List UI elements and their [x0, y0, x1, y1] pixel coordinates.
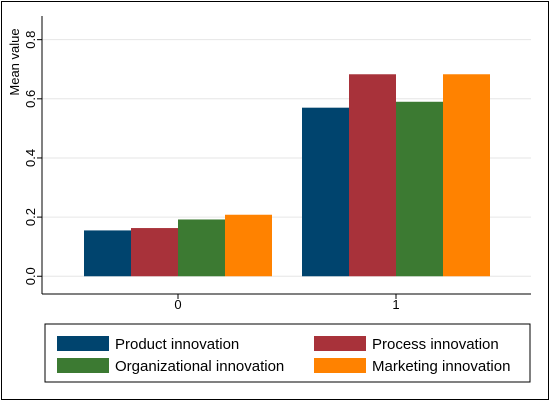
bar [178, 219, 225, 277]
bar [302, 107, 349, 277]
y-tick-label: 0.2 [23, 208, 38, 226]
x-tick-label: 1 [392, 297, 399, 312]
legend-label: Product innovation [115, 336, 239, 353]
legend-swatch [314, 358, 366, 373]
y-tick-label: 0.6 [23, 90, 38, 108]
legend-label: Organizational innovation [115, 358, 284, 375]
bar [225, 214, 272, 277]
legend: Product innovation Process innovation Orga… [44, 323, 531, 383]
bar [131, 228, 178, 277]
bars [84, 74, 490, 277]
legend-swatch [314, 336, 366, 351]
legend-label: Process innovation [372, 336, 499, 353]
legend-swatch [57, 336, 109, 351]
y-tick-label: 0.0 [23, 267, 38, 285]
bar [84, 230, 131, 277]
axes [41, 16, 531, 295]
bar [443, 74, 490, 277]
y-ticks: 0.0 0.2 0.4 0.6 0.8 [23, 31, 42, 285]
y-axis-title: Mean value [7, 28, 22, 95]
bar [396, 101, 443, 277]
legend-label: Marketing innovation [372, 358, 510, 375]
y-tick-label: 0.8 [23, 31, 38, 49]
y-tick-label: 0.4 [23, 149, 38, 167]
legend-frame [44, 323, 531, 383]
bar [349, 74, 396, 277]
x-tick-label: 0 [174, 297, 181, 312]
legend-swatch [57, 358, 109, 373]
